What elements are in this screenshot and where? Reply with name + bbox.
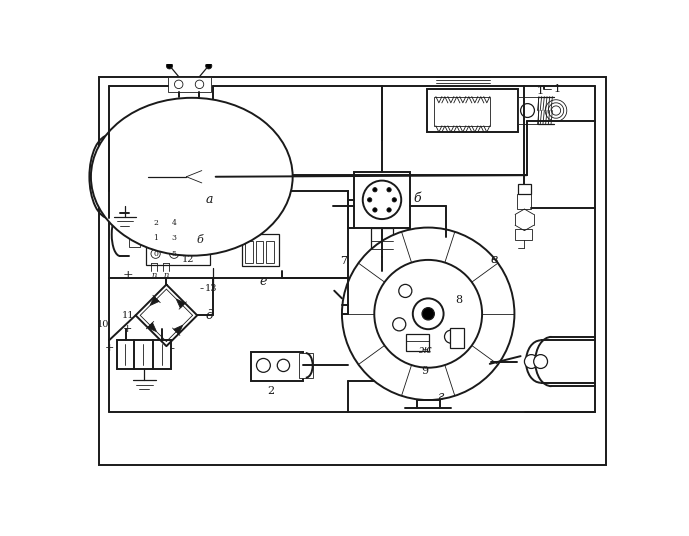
Bar	[267, 241, 274, 263]
Bar	[354, 172, 410, 228]
Text: +: +	[123, 269, 133, 282]
Circle shape	[277, 359, 289, 371]
Text: д: д	[205, 309, 214, 322]
Bar	[117, 340, 171, 369]
Text: 3: 3	[172, 234, 176, 242]
Circle shape	[362, 181, 401, 219]
Ellipse shape	[91, 98, 293, 256]
Text: 13: 13	[205, 284, 217, 293]
Polygon shape	[147, 323, 156, 332]
Bar	[256, 241, 263, 263]
Bar	[198, 170, 216, 183]
Text: а: а	[206, 193, 214, 206]
Bar	[146, 211, 209, 265]
Text: 1: 1	[537, 86, 544, 95]
Circle shape	[205, 63, 212, 69]
Circle shape	[195, 80, 204, 88]
Text: в: в	[491, 254, 498, 266]
Text: п: п	[152, 271, 157, 279]
Bar	[168, 77, 211, 92]
Circle shape	[534, 355, 548, 368]
Circle shape	[373, 188, 377, 192]
Circle shape	[444, 330, 457, 343]
Circle shape	[387, 188, 391, 192]
Text: б: б	[196, 235, 203, 245]
Text: 10: 10	[97, 320, 110, 329]
Circle shape	[524, 355, 538, 368]
Polygon shape	[150, 296, 159, 306]
Circle shape	[256, 359, 270, 373]
Text: 1: 1	[153, 234, 158, 242]
Text: 2: 2	[267, 386, 275, 396]
Bar	[517, 96, 537, 124]
Text: -: -	[171, 343, 174, 353]
Bar	[110, 191, 348, 278]
Circle shape	[422, 308, 434, 320]
Bar	[371, 228, 393, 257]
Text: б: б	[413, 192, 421, 205]
Text: ж: ж	[419, 345, 431, 355]
Circle shape	[151, 218, 161, 228]
Circle shape	[399, 285, 412, 297]
Bar	[515, 229, 532, 240]
Text: 2: 2	[153, 219, 158, 227]
Bar	[517, 193, 531, 209]
Text: г: г	[438, 390, 444, 403]
Bar	[406, 333, 429, 351]
Circle shape	[521, 103, 535, 117]
Text: 12: 12	[182, 255, 194, 264]
Text: -: -	[200, 282, 204, 295]
Circle shape	[151, 249, 161, 258]
Bar	[242, 234, 279, 266]
Circle shape	[392, 198, 396, 202]
Text: 4: 4	[172, 219, 176, 227]
Circle shape	[367, 198, 372, 202]
Text: 7: 7	[340, 256, 347, 266]
Polygon shape	[176, 299, 185, 308]
Circle shape	[374, 260, 482, 368]
Circle shape	[342, 228, 515, 400]
Bar	[245, 241, 253, 263]
Circle shape	[169, 249, 178, 258]
Circle shape	[373, 208, 377, 212]
Bar	[130, 224, 140, 247]
Bar	[451, 329, 464, 348]
Text: +: +	[105, 343, 114, 353]
Bar	[299, 353, 313, 378]
Bar	[518, 184, 531, 193]
Circle shape	[387, 208, 391, 212]
Circle shape	[393, 318, 406, 331]
Text: 1: 1	[554, 84, 561, 94]
Bar	[434, 96, 490, 126]
Circle shape	[166, 63, 172, 69]
Bar	[251, 352, 303, 381]
Circle shape	[151, 234, 161, 243]
Text: +: +	[123, 324, 132, 334]
Text: 0: 0	[153, 250, 158, 258]
Circle shape	[169, 234, 178, 243]
Text: 5: 5	[172, 250, 176, 258]
Text: п: п	[164, 271, 169, 279]
Circle shape	[413, 299, 444, 329]
Polygon shape	[174, 325, 183, 334]
Text: е: е	[260, 275, 267, 288]
Bar	[426, 89, 517, 132]
Text: 9: 9	[422, 366, 429, 376]
Circle shape	[174, 80, 183, 88]
Text: 11: 11	[122, 311, 134, 320]
Circle shape	[169, 218, 178, 228]
Text: 8: 8	[455, 295, 462, 305]
